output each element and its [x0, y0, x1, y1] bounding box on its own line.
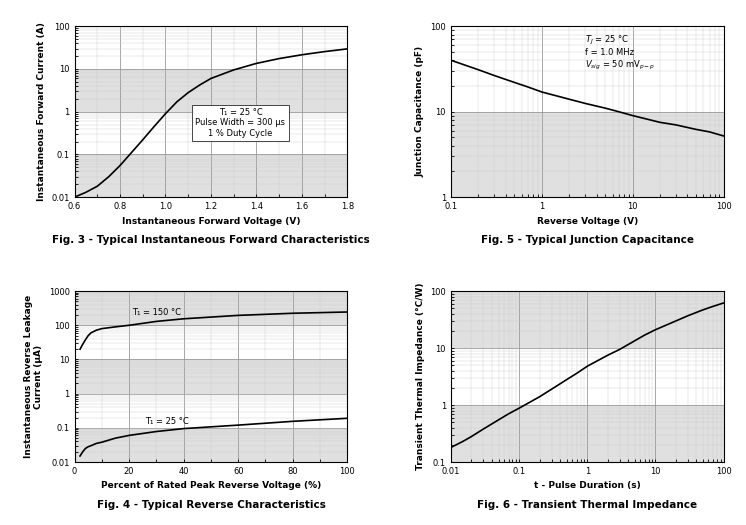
Bar	[75, 394, 348, 428]
Text: $T_J$ = 25 °C
f = 1.0 MHz
$V_{sig}$ = 50 mV$_{p-p}$: $T_J$ = 25 °C f = 1.0 MHz $V_{sig}$ = 50…	[585, 34, 656, 72]
Bar	[75, 69, 348, 112]
X-axis label: Percent of Rated Peak Reverse Voltage (%): Percent of Rated Peak Reverse Voltage (%…	[101, 481, 321, 490]
Bar	[75, 26, 348, 69]
Text: Fig. 6 - Transient Thermal Impedance: Fig. 6 - Transient Thermal Impedance	[477, 500, 698, 510]
Y-axis label: Transient Thermal Impedance (°C/W): Transient Thermal Impedance (°C/W)	[416, 283, 424, 470]
Text: Fig. 4 - Typical Reverse Characteristics: Fig. 4 - Typical Reverse Characteristics	[96, 500, 325, 510]
X-axis label: t - Pulse Duration (s): t - Pulse Duration (s)	[534, 481, 641, 490]
Bar	[75, 360, 348, 394]
Bar	[75, 291, 348, 326]
Bar	[451, 112, 724, 197]
Y-axis label: Junction Capacitance (pF): Junction Capacitance (pF)	[416, 46, 424, 177]
Bar	[451, 26, 724, 112]
Bar	[75, 428, 348, 462]
Text: Fig. 5 - Typical Junction Capacitance: Fig. 5 - Typical Junction Capacitance	[480, 235, 694, 245]
Bar	[75, 154, 348, 197]
Y-axis label: Instantaneous Reverse Leakage
Current (μA): Instantaneous Reverse Leakage Current (μ…	[24, 295, 43, 458]
Y-axis label: Instantaneous Forward Current (A): Instantaneous Forward Current (A)	[37, 22, 46, 201]
Text: T₁ = 150 °C: T₁ = 150 °C	[132, 308, 181, 317]
Text: Fig. 3 - Typical Instantaneous Forward Characteristics: Fig. 3 - Typical Instantaneous Forward C…	[52, 235, 370, 245]
X-axis label: Instantaneous Forward Voltage (V): Instantaneous Forward Voltage (V)	[122, 216, 300, 226]
Bar	[75, 112, 348, 154]
Bar	[451, 348, 724, 405]
Bar	[75, 326, 348, 360]
Text: T₁ = 25 °C: T₁ = 25 °C	[145, 417, 189, 426]
Bar	[451, 405, 724, 462]
X-axis label: Reverse Voltage (V): Reverse Voltage (V)	[536, 216, 638, 226]
Text: T₁ = 25 °C
Pulse Width = 300 μs
1 % Duty Cycle: T₁ = 25 °C Pulse Width = 300 μs 1 % Duty…	[195, 108, 286, 138]
Bar	[451, 291, 724, 348]
